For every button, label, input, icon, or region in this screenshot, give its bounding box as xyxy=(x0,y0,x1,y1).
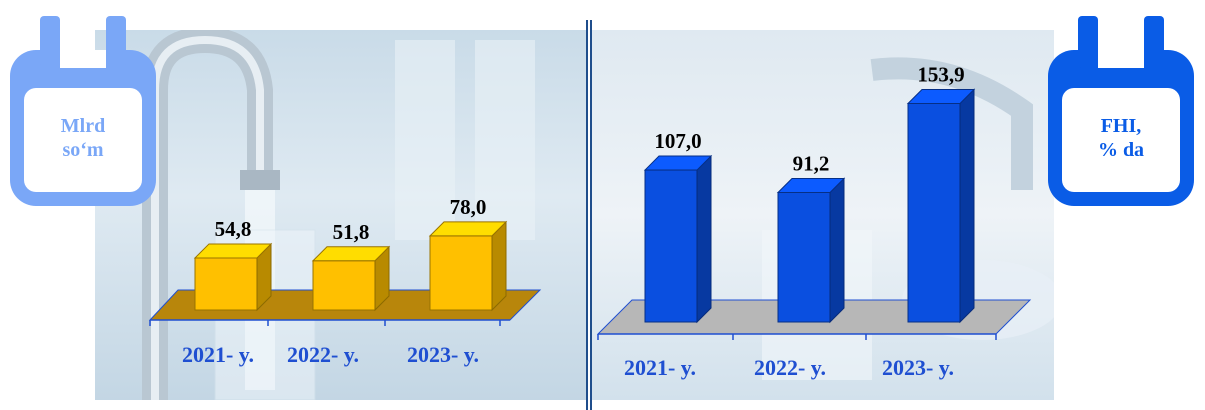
left-bar-top-0 xyxy=(193,243,273,259)
right-bar-front-2 xyxy=(907,102,961,323)
panel-divider xyxy=(586,20,592,410)
left-unit-label: Mlrd so‘m xyxy=(24,114,142,162)
right-bar-side-1 xyxy=(829,177,845,324)
right-unit-line2: % da xyxy=(1097,139,1145,161)
right-category-label-0: 2021- y. xyxy=(624,355,696,380)
left-value-label-0: 54,8 xyxy=(215,217,252,241)
right-bar-side-0 xyxy=(696,154,712,324)
left-bar-side-2 xyxy=(491,220,507,312)
left-unit-line2: so‘m xyxy=(62,139,104,161)
unit-badge-left: Mlrd so‘m xyxy=(10,14,156,206)
calendar-icon xyxy=(10,16,156,206)
left-bar-front-0 xyxy=(194,257,258,311)
unit-badge-right: FHI, % da xyxy=(1048,14,1194,206)
left-bar-top-2 xyxy=(428,221,508,237)
left-value-label-1: 51,8 xyxy=(333,220,370,244)
right-bar-top-2 xyxy=(906,88,976,104)
left-bar-front-2 xyxy=(429,235,493,311)
calendar-icon xyxy=(1048,16,1194,206)
left-chart-panel xyxy=(95,30,587,400)
left-bar-front-1 xyxy=(312,260,376,311)
right-category-label-1: 2022- y. xyxy=(754,355,826,380)
left-bar-top-1 xyxy=(311,246,391,262)
left-category-label-0: 2021- y. xyxy=(182,342,254,367)
right-category-label-2: 2023- y. xyxy=(882,355,954,380)
left-value-label-2: 78,0 xyxy=(450,195,487,219)
right-bar-front-1 xyxy=(777,191,831,323)
right-bar-top-1 xyxy=(776,177,846,193)
right-unit-line1: FHI, xyxy=(1100,115,1142,137)
left-category-label-1: 2022- y. xyxy=(287,342,359,367)
right-bar-side-2 xyxy=(959,88,975,324)
right-value-label-1: 91,2 xyxy=(793,151,830,175)
right-value-label-2: 153,9 xyxy=(917,62,964,86)
right-bar-top-0 xyxy=(643,155,713,171)
left-category-label-2: 2023- y. xyxy=(407,342,479,367)
left-unit-line1: Mlrd xyxy=(60,115,106,137)
right-bar-front-0 xyxy=(644,169,698,323)
right-value-label-0: 107,0 xyxy=(654,129,701,153)
right-unit-label: FHI, % da xyxy=(1062,114,1180,162)
